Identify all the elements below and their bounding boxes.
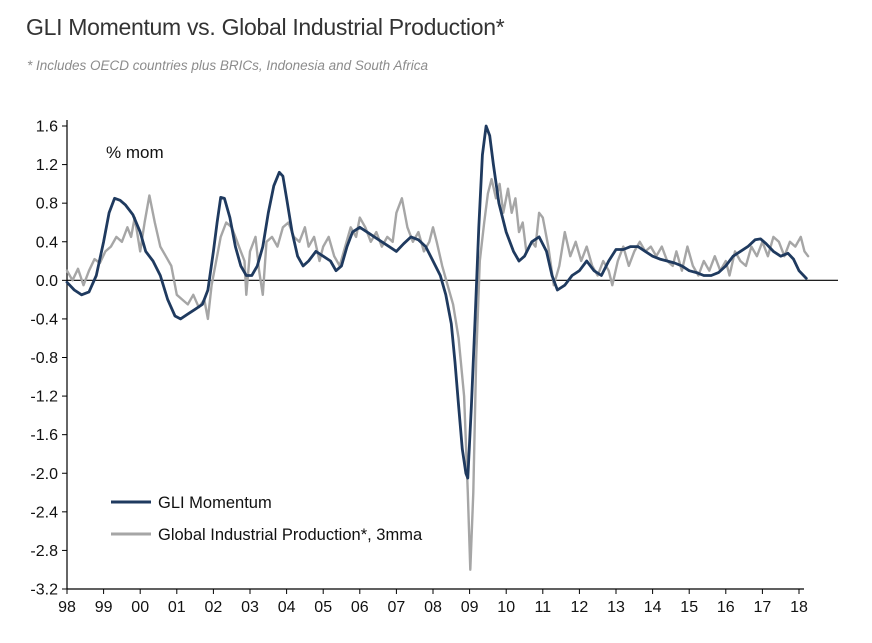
y-tick-labels: 1.6 1.2 0.8 0.4 0.0 -0.4 -0.8 -1.2 -1.6 -2.0 -2.4 -… (30, 119, 58, 599)
x-tick-label: 00 (131, 599, 149, 616)
y-tick-label: -0.4 (30, 311, 58, 328)
x-tick-label: 06 (351, 599, 369, 616)
y-tick-label: 1.6 (36, 119, 58, 136)
y-tick-label: -3.2 (30, 582, 58, 599)
x-tick-label: 98 (58, 599, 76, 616)
series-layer (65, 124, 810, 571)
legend: GLI Momentum Global Industrial Productio… (111, 494, 423, 544)
x-tick-labels: 98 99 00 01 02 03 04 05 06 07 08 09 10 11 12 13 14 15 16 17… (58, 599, 808, 616)
y-tick-label: -2.8 (30, 543, 58, 560)
chart-subtitle: * Includes OECD countries plus BRICs, In… (27, 58, 428, 73)
y-tick-label: -0.8 (30, 350, 58, 367)
chart-title: GLI Momentum vs. Global Industrial Produ… (26, 14, 505, 40)
x-tick-label: 09 (461, 599, 479, 616)
y-tick-label: 1.2 (36, 157, 58, 174)
axes-group (62, 120, 838, 594)
x-tick-label: 12 (571, 599, 589, 616)
x-tick-label: 16 (717, 599, 735, 616)
x-tick-label: 10 (497, 599, 515, 616)
x-tick-label: 17 (754, 599, 772, 616)
y-tick-label: 0.4 (36, 234, 58, 251)
x-tick-label: 02 (205, 599, 223, 616)
x-tick-label: 03 (241, 599, 259, 616)
y-tick-label: -2.4 (30, 504, 58, 521)
unit-label: % mom (106, 143, 164, 162)
y-tick-label: -1.6 (30, 427, 58, 444)
x-tick-label: 07 (388, 599, 406, 616)
x-tick-label: 99 (95, 599, 113, 616)
legend-label-global-industrial-production: Global Industrial Production*, 3mma (158, 526, 423, 544)
x-tick-label: 15 (680, 599, 698, 616)
x-tick-label: 04 (278, 599, 296, 616)
x-tick-label: 11 (534, 599, 551, 616)
y-tick-label: -2.0 (30, 466, 58, 483)
x-tick-label: 08 (424, 599, 442, 616)
x-tick-label: 05 (314, 599, 332, 616)
x-tick-label: 14 (644, 599, 662, 616)
x-tick-label: 01 (168, 599, 186, 616)
series-line-gli-momentum (65, 124, 808, 480)
x-tick-label: 13 (607, 599, 625, 616)
y-tick-label: 0.0 (36, 273, 58, 290)
y-tick-label: 0.8 (36, 196, 58, 213)
legend-label-gli-momentum: GLI Momentum (158, 494, 272, 512)
x-tick-label: 18 (790, 599, 808, 616)
y-tick-label: -1.2 (30, 389, 58, 406)
